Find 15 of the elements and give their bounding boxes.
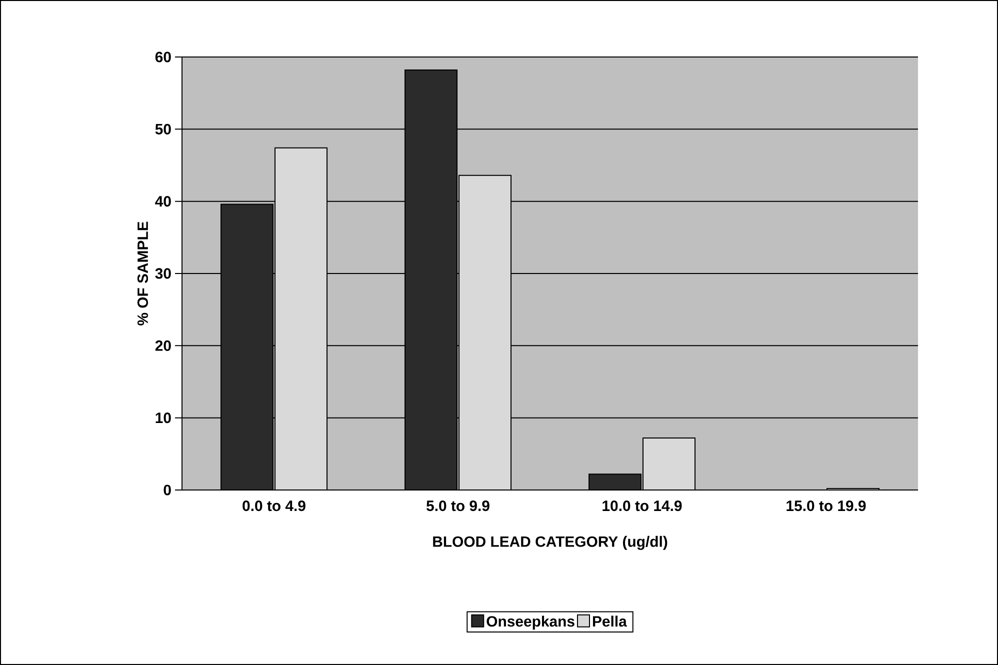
y-tick-label: 60: [155, 52, 171, 62]
x-tick-label: 10.0 to 14.9: [602, 500, 682, 512]
legend-label: Onseepkans: [486, 616, 574, 630]
legend-label: Pella: [592, 616, 627, 627]
x-tick-label: 0.0 to 4.9: [242, 500, 306, 512]
y-axis-title: % OF SAMPLE: [137, 222, 148, 326]
y-tick-label: 50: [155, 124, 171, 134]
x-tick-label: 5.0 to 9.9: [426, 500, 490, 512]
y-tick-label: 0: [164, 484, 171, 496]
y-tick-label: 10: [156, 412, 171, 424]
x-tick-label: 15.0 to 19.9: [786, 500, 866, 512]
x-axis-title: BLOOD LEAD CATEGORY (ug/dl): [433, 536, 668, 550]
y-tick-label: 40: [155, 196, 171, 207]
y-tick-label: 30: [155, 268, 171, 279]
y-tick-label: 20: [155, 340, 171, 351]
